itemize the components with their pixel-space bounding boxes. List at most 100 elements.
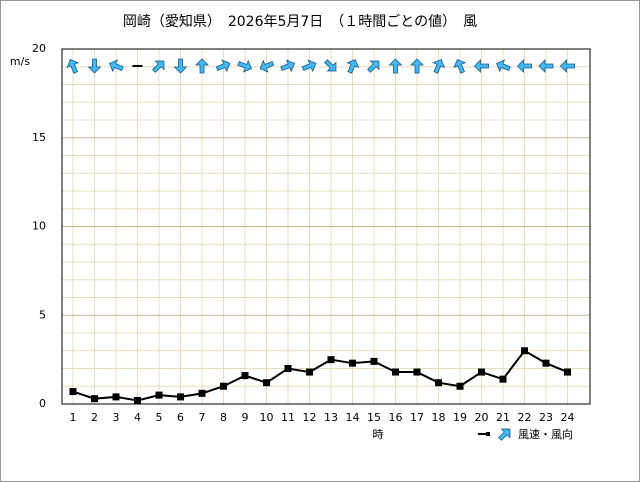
arrow-shape	[215, 59, 231, 73]
x-tick-label: 21	[496, 411, 510, 424]
legend-arrow	[498, 428, 511, 441]
wind-arrow	[87, 58, 102, 74]
arrow-shape	[173, 58, 188, 74]
wind-arrow	[324, 59, 337, 72]
x-tick-label: 24	[561, 411, 575, 424]
wind-arrow	[346, 59, 360, 74]
wind-arrow	[152, 60, 165, 73]
x-tick-label: 15	[367, 411, 381, 424]
wind-arrow	[516, 59, 532, 73]
speed-point	[370, 357, 378, 365]
y-tick-label: 0	[39, 397, 46, 410]
x-tick-label: 1	[70, 411, 77, 424]
speed-point	[198, 389, 206, 397]
speed-point	[134, 396, 141, 404]
speed-point	[69, 388, 77, 396]
x-tick-label: 17	[410, 411, 424, 424]
legend-point	[486, 432, 490, 436]
arrow-shape	[66, 59, 80, 74]
y-unit: m/s	[10, 55, 30, 68]
x-tick-label: 16	[389, 411, 403, 424]
wind-arrow	[432, 59, 446, 74]
x-tick-label: 9	[242, 411, 249, 424]
speed-point	[349, 359, 356, 367]
y-tick-label: 5	[39, 308, 46, 321]
x-tick-label: 12	[303, 411, 317, 424]
arrow-shape	[498, 428, 511, 441]
wind-arrow	[237, 59, 252, 73]
arrow-shape	[538, 59, 554, 73]
wind-arrow	[367, 60, 380, 73]
arrow-shape	[388, 58, 403, 74]
legend-label: 風速・風向	[518, 427, 573, 441]
x-tick-label: 22	[518, 411, 532, 424]
x-tick-label: 13	[324, 411, 338, 424]
arrow-shape	[324, 59, 337, 72]
wind-arrow	[496, 59, 511, 73]
arrow-shape	[559, 59, 575, 73]
speed-point	[220, 382, 227, 390]
wind-arrow	[195, 58, 209, 74]
wind-arrow	[259, 59, 275, 73]
speed-point	[499, 375, 507, 383]
x-tick-label: 8	[220, 411, 227, 424]
y-tick-label: 20	[32, 42, 46, 55]
arrow-shape	[432, 59, 446, 74]
wind-arrow	[66, 59, 80, 74]
x-tick-label: 10	[260, 411, 274, 424]
arrow-shape	[280, 59, 295, 73]
y-tick-label: 15	[32, 131, 46, 144]
x-tick-label: 23	[539, 411, 553, 424]
x-tick-label: 3	[113, 411, 120, 424]
x-tick-label: 7	[199, 411, 206, 424]
plot-frame	[61, 48, 591, 405]
speed-point	[112, 393, 120, 401]
x-tick-label: 11	[281, 411, 295, 424]
chart-title: 岡崎（愛知県） 2026年5月7日 （１時間ごとの値） 風	[123, 13, 477, 30]
x-tick-label: 4	[134, 411, 141, 424]
speed-point	[263, 379, 270, 387]
wind-arrow	[388, 58, 403, 74]
speed-point	[564, 368, 571, 376]
speed-point	[413, 368, 421, 376]
arrow-shape	[516, 59, 532, 73]
speed-point	[306, 368, 313, 376]
x-tick-label: 18	[432, 411, 446, 424]
wind-arrow	[453, 59, 467, 74]
wind-arrow	[538, 59, 554, 73]
arrow-shape	[301, 59, 317, 73]
speed-point	[478, 368, 485, 376]
arrow-shape	[496, 59, 511, 73]
wind-arrow	[410, 58, 424, 74]
x-tick-label: 2	[91, 411, 98, 424]
arrow-shape	[367, 60, 380, 73]
arrow-shape	[346, 59, 360, 74]
speed-point	[392, 368, 399, 376]
speed-point	[91, 395, 98, 403]
speed-line	[72, 349, 568, 402]
x-tick-label: 6	[177, 411, 184, 424]
wind-arrow	[559, 59, 575, 73]
arrow-shape	[237, 59, 252, 73]
x-tick-label: 20	[475, 411, 489, 424]
y-tick-label: 10	[32, 220, 46, 233]
wind-arrow	[280, 59, 295, 73]
wind-arrow	[173, 58, 188, 74]
speed-point	[241, 372, 249, 380]
arrow-shape	[109, 59, 124, 73]
speed-point	[456, 382, 464, 390]
arrow-shape	[473, 59, 489, 73]
speed-point	[177, 393, 184, 401]
x-tick-label: 14	[346, 411, 360, 424]
wind-arrow	[215, 59, 231, 73]
x-label: 時	[373, 428, 384, 441]
speed-point	[521, 347, 528, 355]
wind-arrow	[301, 59, 317, 73]
x-tick-label: 5	[156, 411, 163, 424]
speed-point	[542, 359, 550, 367]
arrow-shape	[87, 58, 102, 74]
arrow-shape	[152, 60, 165, 73]
speed-point	[435, 379, 442, 387]
